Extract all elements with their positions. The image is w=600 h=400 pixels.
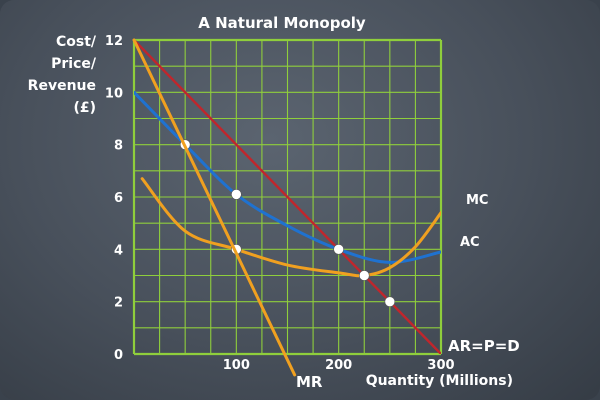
y-axis-label-line-1: Cost/ — [56, 34, 97, 50]
series-mr-line — [132, 38, 297, 377]
intersection-point — [358, 270, 370, 281]
y-tick-label: 6 — [114, 191, 123, 206]
y-tick-label: 12 — [105, 34, 123, 49]
series-label-ac: AC — [460, 235, 480, 250]
y-tick-label: 4 — [114, 243, 123, 258]
x-tick-label: 300 — [427, 358, 454, 373]
y-tick-label: 10 — [105, 86, 123, 101]
grid-layer — [132, 38, 443, 356]
y-axis-label-line-3: Revenue — [28, 78, 96, 94]
y-tick-label: 2 — [114, 296, 123, 311]
chart-title: A Natural Monopoly — [198, 14, 366, 32]
series-label-ar-p-d: AR=P=D — [448, 337, 520, 355]
intersection-point — [333, 244, 344, 255]
x-axis-label: Quantity (Millions) — [366, 373, 513, 389]
intersection-point — [231, 189, 242, 200]
intersection-point — [384, 296, 396, 307]
y-tick-label: 0 — [114, 348, 123, 363]
series-label-mr: MR — [296, 373, 323, 391]
x-tick-label: 100 — [223, 358, 250, 373]
series-label-mc: MC — [466, 193, 488, 208]
y-tick-label: 8 — [114, 139, 123, 154]
series-label-layer: MC AC AR=P=D MR — [296, 193, 520, 391]
series-mc-curve — [140, 177, 441, 278]
tick-label-layer: 0 2 4 6 8 10 12 100 200 300 — [105, 34, 455, 373]
x-tick-label: 200 — [325, 358, 352, 373]
y-axis-label-line-4: (£) — [73, 100, 96, 116]
y-axis-label-line-2: Price/ — [51, 56, 97, 72]
